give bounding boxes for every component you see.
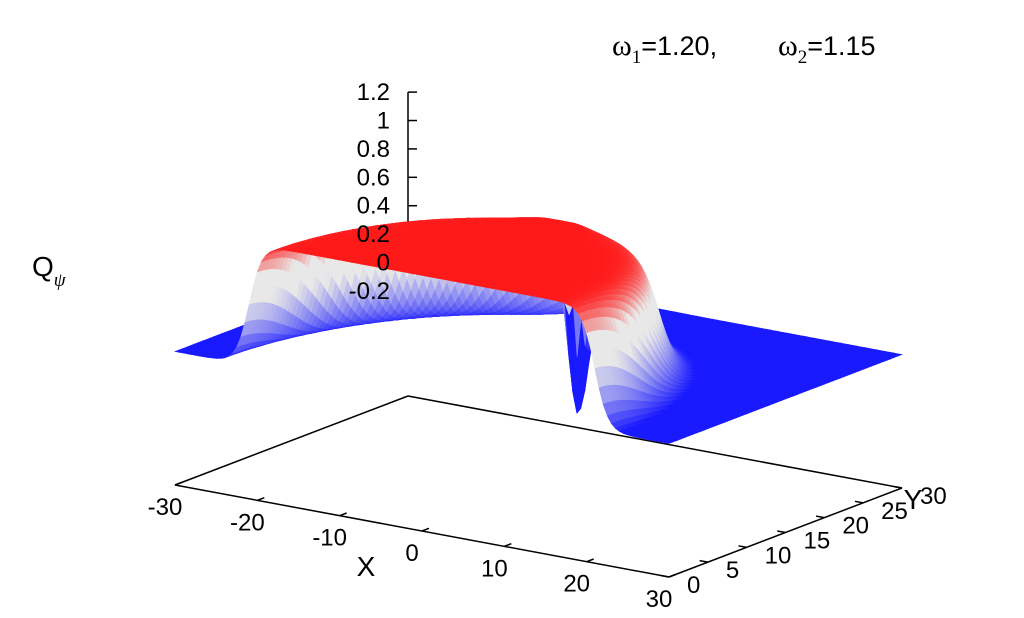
- x-tick: [174, 481, 183, 486]
- x-tick: [339, 512, 347, 517]
- chart-title: ω1=1.20,: [612, 29, 717, 68]
- x-tick: [668, 573, 677, 578]
- omega-1-symbol: ω: [612, 29, 632, 62]
- y-tick: [777, 530, 786, 534]
- z-axis-label: Qψ: [32, 251, 67, 291]
- floor-left-edge: [174, 395, 409, 486]
- x-tick: [257, 496, 265, 502]
- omega-2-symbol: ω: [778, 29, 798, 62]
- omega-1-value: =1.20,: [641, 31, 717, 61]
- floor-back-edge: [407, 395, 903, 489]
- chart-title-2: ω2=1.15: [778, 29, 876, 68]
- y-tick: [660, 574, 670, 578]
- y-tick: [893, 485, 903, 489]
- x-tick: [586, 558, 594, 563]
- z-axis-label-main: Q: [32, 251, 54, 282]
- z-axis-label-sub: ψ: [54, 270, 67, 291]
- x-tick: [421, 527, 430, 532]
- omega-2-subscript: 2: [798, 47, 808, 68]
- y-tick: [699, 559, 708, 563]
- y-tick: [854, 500, 864, 504]
- surface: [173, 217, 904, 444]
- y-tick: [815, 515, 825, 519]
- omega-2-value: =1.15: [807, 31, 875, 61]
- x-tick: [504, 542, 512, 548]
- y-tick: [738, 545, 747, 549]
- omega-1-subscript: 1: [632, 47, 642, 68]
